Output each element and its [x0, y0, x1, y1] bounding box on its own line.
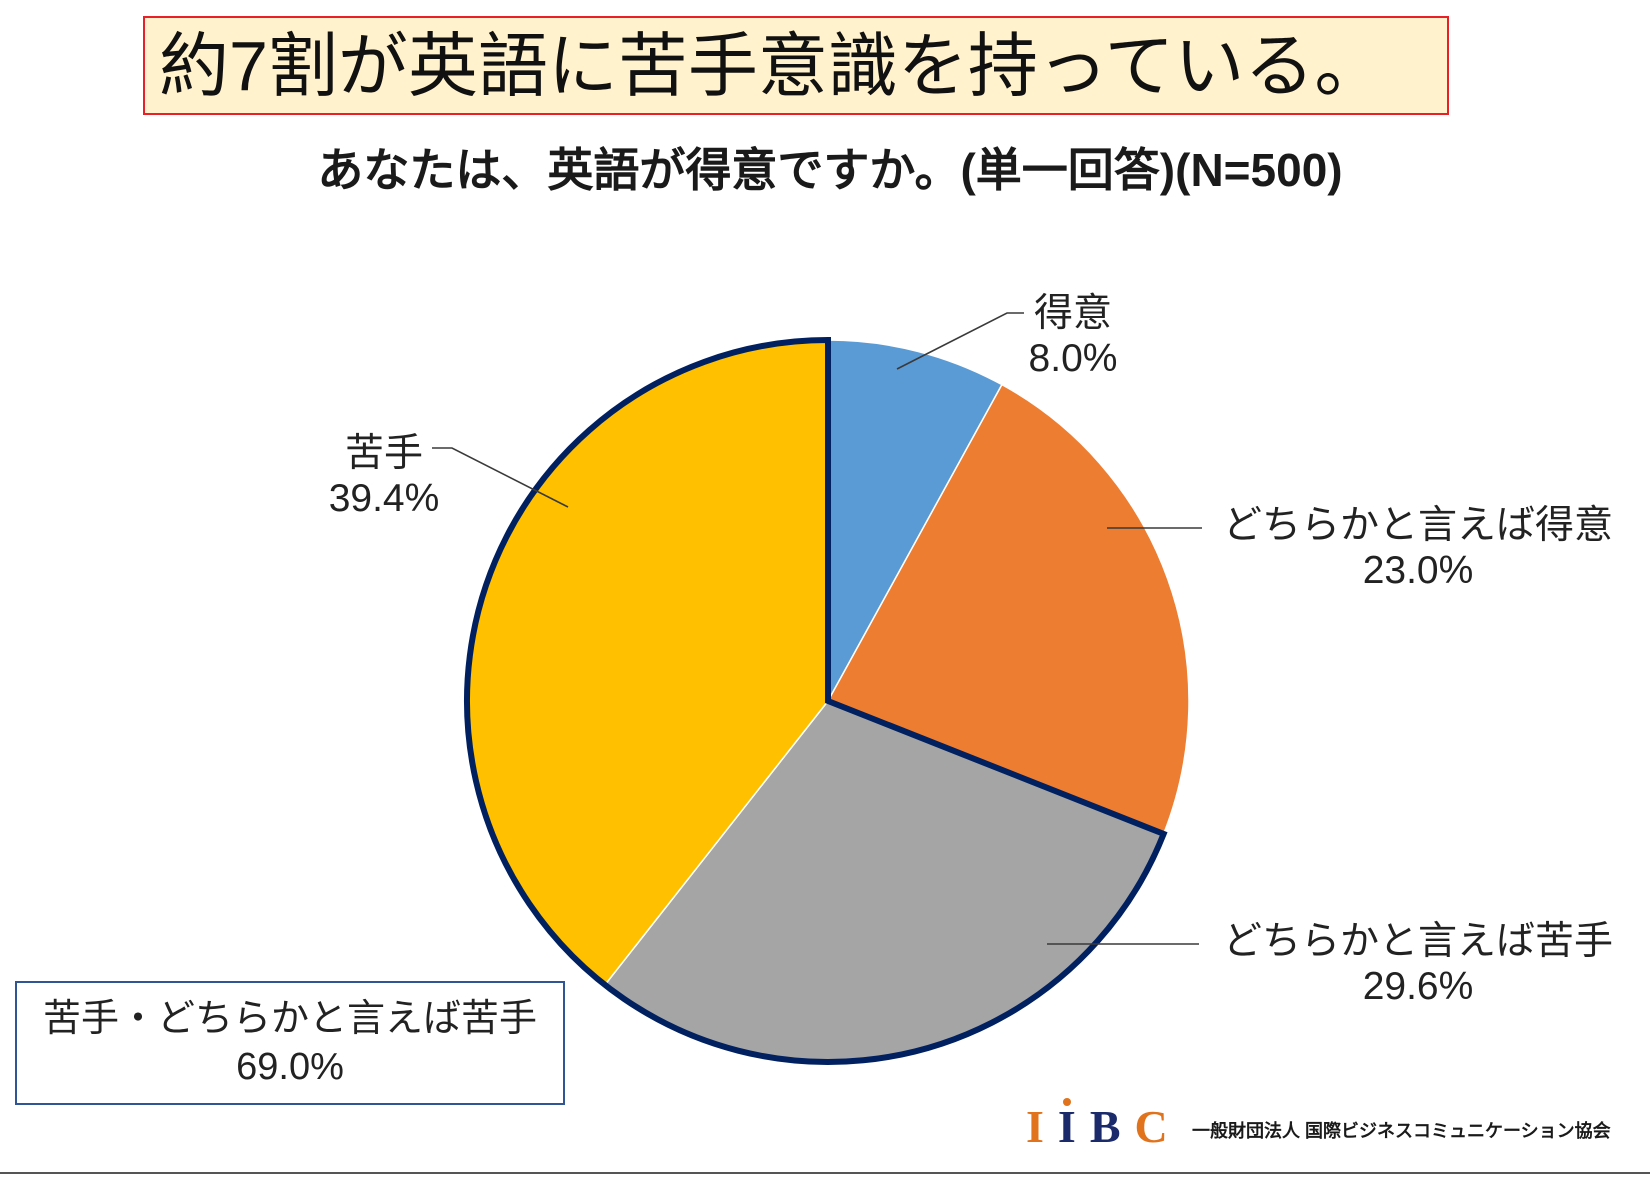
chart-title: あなたは、英語が得意ですか。(単一回答)(N=500) — [317, 144, 1343, 196]
slice-label-tokui-name: 得意 — [1033, 292, 1112, 335]
group-summary-label: 苦手・どちらかと言えば苦手 — [42, 998, 537, 1040]
slice-label-dochiraka-nigate: どちらかと言えば苦手 29.6% — [1208, 919, 1628, 1009]
slice-label-nigate-value: 39.4% — [328, 477, 440, 520]
logo-letter-i-dotted-glyph: I — [1057, 1101, 1076, 1152]
pie-group-outline — [464, 336, 1168, 1065]
slice-label-tokui: 得意 8.0% — [973, 291, 1173, 381]
slice-label-dochiraka-tokui-value: 23.0% — [1362, 549, 1474, 592]
headline-text: 約7割が英語に苦手意識を持っている。 — [159, 26, 1385, 105]
logo-letter-b: B — [1089, 1101, 1121, 1152]
pie-chart — [466, 339, 1190, 1063]
group-summary-box: 苦手・どちらかと言えば苦手 69.0% — [15, 981, 565, 1105]
logo-letter-i-dotted: I — [1057, 1098, 1076, 1152]
bottom-divider — [0, 1172, 1650, 1174]
logo-letter-c: C — [1134, 1101, 1168, 1152]
slice-label-dochiraka-tokui-name: どちらかと言えば得意 — [1222, 504, 1613, 547]
logo-dot — [1062, 1098, 1071, 1106]
slice-label-nigate-name: 苦手 — [344, 432, 423, 475]
slice-label-dochiraka-nigate-value: 29.6% — [1362, 965, 1474, 1008]
pie-slice-dochiraka-tokui — [826, 383, 1190, 835]
organization-name: 一般財団法人 国際ビジネスコミュニケーション協会 — [1192, 1121, 1611, 1141]
slice-label-nigate: 苦手 39.4% — [284, 431, 484, 521]
logo-letter-i: I — [1026, 1101, 1044, 1152]
leader-line-nigate — [432, 447, 569, 508]
group-summary-value: 69.0% — [236, 1046, 344, 1088]
slice-label-tokui-value: 8.0% — [1028, 337, 1118, 380]
slice-label-dochiraka-nigate-name: どちらかと言えば苦手 — [1222, 920, 1613, 963]
slice-label-dochiraka-tokui: どちらかと言えば得意 23.0% — [1208, 503, 1628, 593]
pie-slice-tokui — [827, 339, 1003, 702]
headline-box: 約7割が英語に苦手意識を持っている。 — [143, 16, 1449, 115]
leader-line-tokui — [896, 312, 1024, 370]
